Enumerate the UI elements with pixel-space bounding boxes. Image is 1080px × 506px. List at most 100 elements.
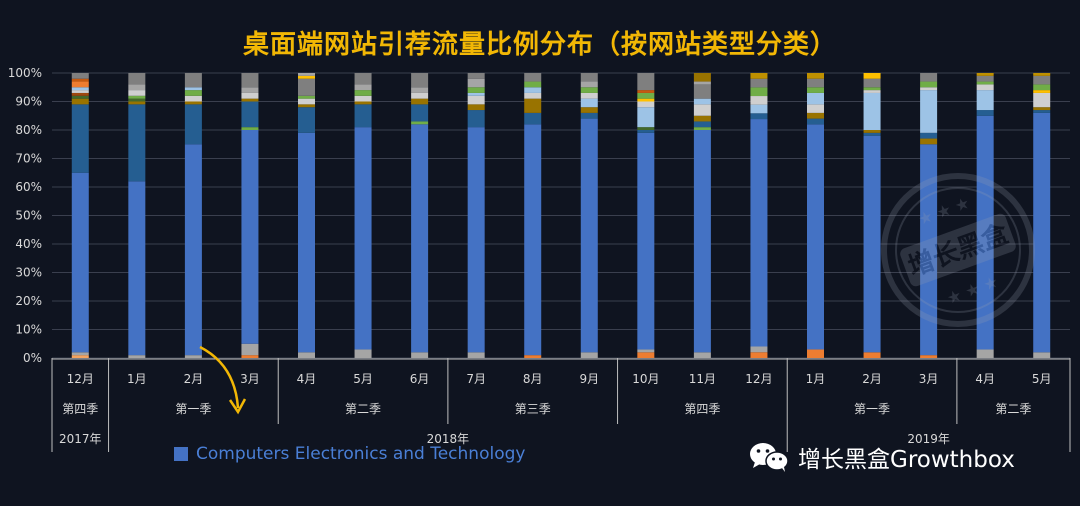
bar-segment (128, 95, 146, 99)
bar-segment (807, 118, 824, 125)
bar-segment (298, 98, 315, 105)
bar-segment (411, 98, 429, 105)
bar-segment (184, 73, 202, 88)
x-year-label: 2018年 (427, 432, 470, 446)
bar-segment (411, 352, 429, 358)
bar-segment (580, 87, 598, 93)
x-season-label: 第四季 (684, 402, 720, 416)
bar-segment (71, 87, 89, 91)
bar-segment (920, 144, 938, 356)
legend-label: Computers Electronics and Technology (196, 444, 526, 464)
bar-segment (241, 101, 259, 128)
bar-segment (241, 127, 259, 130)
bar-segment (750, 346, 768, 353)
bar-segment (807, 92, 824, 105)
x-axis: 12月 1月 2月 3月 4月 5月 6月 7月 8月 9月 10月 11月 12月 1月 2月 3月 4月 5月… (51, 358, 1071, 452)
y-tick-label: 30% (15, 266, 42, 280)
bar-segment (976, 81, 994, 85)
bar-segment (637, 101, 655, 108)
bar-segment (693, 104, 711, 116)
bar-segment (580, 352, 598, 358)
y-tick-label: 80% (15, 123, 42, 137)
bar-segment (241, 343, 259, 356)
bar-segment (1033, 90, 1051, 93)
bar-segment (693, 81, 711, 85)
bar-segment (241, 92, 259, 99)
bar-segment (637, 90, 655, 93)
bar-segment (750, 113, 768, 120)
bar-segment (467, 87, 485, 93)
bar-segment (920, 81, 938, 88)
bar-segment (298, 75, 315, 79)
y-axis: 0% 10% 20% 30% 40% 50% 60% 70% 80% 90% 100% (8, 66, 42, 365)
bar-segment (637, 73, 655, 91)
bar-segment (807, 78, 824, 88)
x-season-label: 第一季 (175, 402, 211, 416)
bar-segment (976, 110, 994, 116)
bar-segment (411, 121, 429, 125)
chart-title: 桌面端网站引荐流量比例分布（按网站类型分类） (242, 30, 837, 60)
bar-segment (693, 121, 711, 128)
bar-segment (71, 90, 89, 93)
bar-segment (354, 127, 372, 350)
bar-segment (1033, 110, 1051, 113)
bar-segment (71, 104, 89, 173)
y-tick-label: 50% (15, 209, 42, 223)
x-season-label: 第四季 (62, 402, 98, 416)
bar-segment (298, 78, 315, 96)
bar-segment (71, 352, 89, 356)
bar-segment (71, 81, 89, 88)
x-year-label: 2019年 (907, 432, 950, 446)
bar-segment (920, 87, 938, 91)
bar-segment (807, 124, 824, 350)
bar-segment (71, 92, 89, 96)
bar-segment (920, 132, 938, 139)
bar-segment (976, 115, 994, 350)
bar-segment (184, 90, 202, 96)
bar-segment (71, 73, 89, 79)
bar-segment (863, 130, 881, 133)
bar-segment (580, 92, 598, 99)
x-tick-label: 4月 (975, 372, 995, 386)
x-tick-label: 12月 (745, 372, 772, 386)
bar-segment (637, 98, 655, 102)
x-tick-label: 1月 (127, 372, 147, 386)
gridlines (52, 72, 1070, 359)
bar-segment (71, 78, 89, 82)
bar-segment (863, 87, 881, 91)
bar-segment (580, 118, 598, 353)
bar-segment (467, 73, 485, 79)
legend: Computers Electronics and Technology (174, 444, 525, 464)
bar-segment (750, 352, 768, 358)
x-tick-label: 6月 (410, 372, 430, 386)
bar-segment (1033, 73, 1051, 76)
bar-segment (354, 104, 372, 128)
bar-segment (128, 73, 146, 85)
bar-segment (184, 87, 202, 91)
bar-segment (637, 127, 655, 130)
bar-segment (467, 110, 485, 128)
bar-segment (467, 104, 485, 111)
x-tick-label: 12月 (67, 372, 94, 386)
y-tick-label: 60% (15, 180, 42, 194)
bar-segment (241, 130, 259, 344)
x-tick-label: 4月 (297, 372, 317, 386)
bar-segment (580, 81, 598, 88)
bar-segment (807, 112, 824, 119)
bar-segment (693, 84, 711, 99)
bar-segment (128, 355, 146, 358)
x-tick-label: 5月 (1032, 372, 1052, 386)
bar-segment (411, 87, 429, 93)
bar-segment (1033, 352, 1051, 358)
bar-segment (128, 84, 146, 91)
bar-segment (298, 132, 315, 353)
bar-segment (920, 138, 938, 145)
bar-segment (524, 355, 542, 358)
bar-segment (863, 135, 881, 353)
bar-segment (298, 95, 315, 99)
x-season-label: 第二季 (345, 402, 381, 416)
bar-segment (128, 181, 146, 356)
bar-segment (693, 73, 711, 82)
